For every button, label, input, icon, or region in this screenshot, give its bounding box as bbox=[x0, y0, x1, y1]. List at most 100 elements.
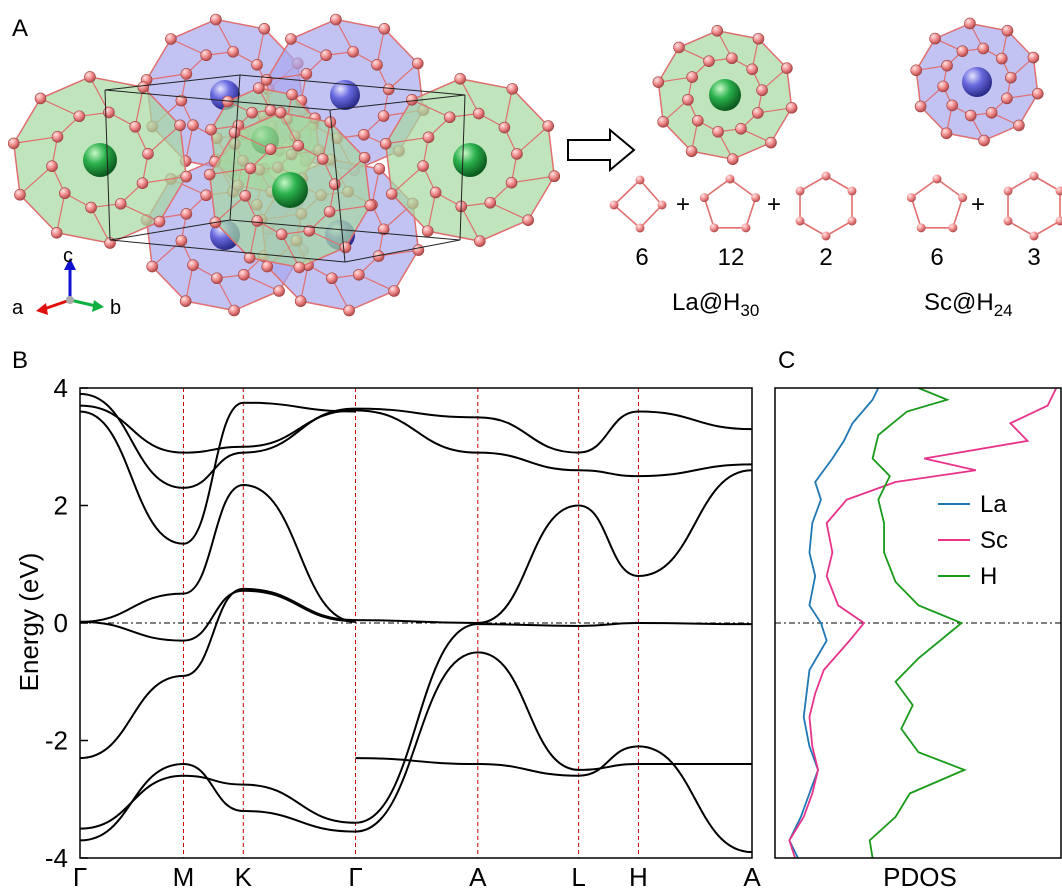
hydrogen-atom bbox=[358, 128, 370, 141]
hydrogen-atom bbox=[275, 228, 288, 241]
hydrogen-atom bbox=[472, 107, 485, 120]
hydrogen-atom bbox=[635, 175, 645, 185]
ring-decomposition bbox=[609, 171, 1062, 241]
hydrogen-atom bbox=[294, 295, 307, 307]
bond bbox=[281, 234, 300, 268]
kpoint-label: M bbox=[173, 862, 195, 892]
bond bbox=[385, 136, 429, 145]
hydrogen-atom bbox=[958, 193, 968, 203]
hydrogen-atom bbox=[964, 17, 976, 30]
hydrogen-atom bbox=[339, 241, 352, 254]
hydrogen-atom bbox=[50, 226, 63, 239]
bond bbox=[388, 62, 419, 90]
hydrogen-atom bbox=[847, 216, 857, 226]
hydrogen-atom bbox=[756, 84, 768, 97]
hydrogen-atom bbox=[454, 73, 467, 85]
hydrogen-atom bbox=[165, 33, 177, 45]
band-line bbox=[80, 774, 356, 830]
hydrogen-atom bbox=[358, 151, 371, 164]
la-pentagon-ring bbox=[699, 174, 761, 233]
hydrogen-atom bbox=[136, 177, 149, 190]
hydrogen-atom bbox=[372, 250, 385, 262]
hydrogen-atom bbox=[239, 189, 252, 202]
hydrogen-atom bbox=[703, 55, 715, 68]
hydrogen-atom bbox=[657, 200, 667, 210]
hydrogen-atom bbox=[59, 187, 71, 200]
panel-label-a: A bbox=[12, 15, 28, 42]
hydrogen-atom bbox=[821, 231, 831, 241]
hydrogen-atom bbox=[211, 272, 223, 285]
bond bbox=[13, 136, 58, 144]
hydrogen-atom bbox=[274, 106, 287, 119]
bond bbox=[490, 202, 529, 221]
bond bbox=[290, 38, 327, 56]
unit-cell-edge bbox=[329, 109, 346, 263]
hydrogen-atom bbox=[205, 123, 217, 136]
hydrogen-atom bbox=[114, 197, 127, 210]
hydrogen-atom bbox=[735, 122, 747, 135]
hydrogen-atom bbox=[847, 186, 857, 196]
hydrogen-atom bbox=[378, 23, 391, 35]
hydrogen-atom bbox=[251, 58, 263, 71]
hydrogen-atom bbox=[692, 114, 704, 127]
axis-a-label: a bbox=[12, 297, 24, 319]
band-line bbox=[80, 589, 356, 642]
hydrogen-atom bbox=[411, 57, 424, 70]
hydrogen-atom bbox=[228, 304, 240, 317]
hydrogen-atom bbox=[103, 106, 115, 119]
hydrogen-atom bbox=[142, 148, 154, 160]
hydrogen-atom bbox=[711, 25, 724, 37]
y-tick-label: 2 bbox=[54, 491, 68, 521]
bond bbox=[266, 73, 307, 81]
axis-c-label: c bbox=[63, 245, 73, 267]
hydrogen-atom bbox=[285, 33, 297, 45]
pdos-lines bbox=[788, 388, 1058, 858]
hydrogen-atom bbox=[1001, 92, 1013, 105]
bond bbox=[391, 165, 424, 195]
sc-cage-formula: Sc@H24 bbox=[924, 289, 1013, 320]
band-line bbox=[355, 407, 752, 454]
hydrogen-atom bbox=[238, 268, 250, 281]
hydrogen-atom bbox=[388, 285, 400, 297]
bond bbox=[376, 28, 385, 65]
hydrogen-atom bbox=[746, 63, 758, 76]
band-line bbox=[80, 483, 356, 623]
hydrogen-atom bbox=[1003, 216, 1013, 226]
hydrogen-atom bbox=[498, 121, 511, 134]
hydrogen-atom bbox=[1029, 171, 1039, 181]
band-line bbox=[80, 392, 356, 489]
bond bbox=[56, 193, 66, 233]
metal-atom bbox=[709, 79, 741, 111]
hydrogen-atom bbox=[251, 215, 264, 227]
hydrogen-atom bbox=[635, 223, 645, 233]
hydrogen-atom bbox=[286, 88, 298, 101]
hydrogen-atom bbox=[652, 76, 665, 88]
bond bbox=[243, 274, 280, 292]
hydrogen-atom bbox=[323, 205, 336, 218]
hydrogen-atom bbox=[406, 94, 418, 106]
hydrogen-atom bbox=[85, 201, 97, 214]
pdos-series-h bbox=[868, 388, 967, 858]
hydrogen-atom bbox=[175, 94, 188, 107]
hydrogen-atom bbox=[260, 74, 273, 86]
sc-pentagon-ring bbox=[906, 174, 968, 233]
hydrogen-atom bbox=[985, 107, 998, 119]
hydrogen-atom bbox=[421, 225, 434, 237]
bond bbox=[459, 78, 480, 114]
bond bbox=[280, 112, 299, 146]
hydrogen-atom bbox=[1013, 119, 1025, 132]
hydrogen-atom bbox=[292, 139, 305, 152]
hydrogen-atom bbox=[246, 106, 258, 119]
hydrogen-atom bbox=[7, 137, 20, 150]
hydrogen-atom bbox=[371, 58, 383, 71]
hydrogen-atom bbox=[484, 196, 497, 209]
hydrogen-atom bbox=[243, 252, 256, 264]
band-line bbox=[355, 651, 752, 833]
la-cage-left bbox=[7, 71, 193, 249]
hydrogen-atom bbox=[153, 215, 166, 228]
hydrogen-atom bbox=[429, 186, 442, 199]
hydrogen-atom bbox=[948, 223, 958, 233]
unit-cell-edge bbox=[459, 94, 466, 241]
hydrogen-atom bbox=[657, 116, 669, 128]
